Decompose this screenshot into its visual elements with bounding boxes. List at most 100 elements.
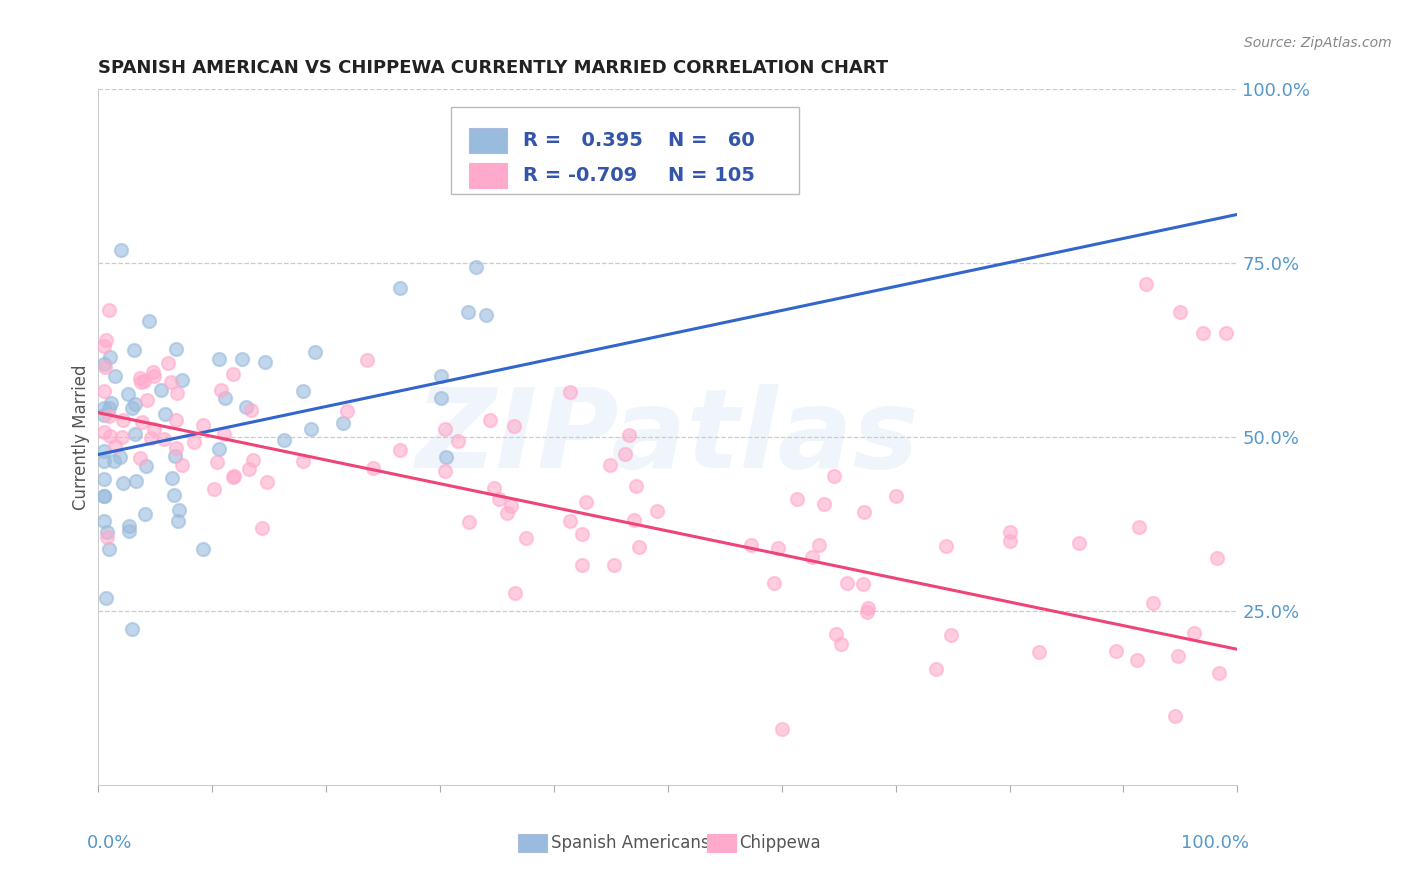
Point [155,407,177,421]
Point [222,470,245,484]
Point [1170,305,1192,319]
Point [111,430,134,444]
Point [801,549,824,564]
Point [208,351,231,366]
Point [488,492,510,507]
Point [135,459,157,474]
Point [142,422,165,436]
Point [361,461,384,475]
Point [433,464,456,478]
Point [807,537,830,551]
Point [231,351,253,366]
Point [214,427,236,442]
Point [740,538,762,552]
Point [925,662,948,676]
Point [134,508,156,522]
Point [108,450,131,464]
Point [93,357,115,371]
Point [110,243,132,257]
Point [613,447,636,461]
Text: ZIPatlas: ZIPatlas [416,384,920,491]
Point [495,506,517,520]
FancyBboxPatch shape [707,834,737,853]
Point [162,488,184,502]
Point [1167,648,1189,663]
Point [157,355,180,369]
Point [118,519,141,533]
Point [160,471,183,485]
Point [770,723,793,737]
Point [125,474,148,488]
Point [465,260,488,274]
Point [619,427,641,442]
Point [1000,533,1022,548]
Point [457,304,479,318]
Point [193,418,215,433]
Point [132,374,155,388]
FancyBboxPatch shape [451,106,799,194]
Point [208,442,231,456]
Point [389,280,412,294]
Point [837,575,859,590]
Point [121,401,143,416]
Point [813,497,835,511]
Point [159,375,181,389]
Point [603,558,626,572]
Y-axis label: Currently Married: Currently Married [72,364,90,510]
Point [571,558,593,572]
Point [149,384,172,398]
Point [117,387,139,401]
Point [292,454,315,468]
Point [224,469,246,483]
Point [111,475,134,490]
Point [93,384,115,398]
Point [1215,326,1237,340]
Point [98,541,121,556]
Point [1028,645,1050,659]
Point [623,513,645,527]
Text: N =   60: N = 60 [668,131,755,150]
Point [93,489,115,503]
Point [645,504,668,518]
Point [558,385,581,400]
Point [429,391,451,405]
Point [118,524,141,539]
Point [165,412,187,426]
Text: R = -0.709: R = -0.709 [523,166,637,186]
Point [256,475,278,490]
Text: Chippewa: Chippewa [740,834,821,852]
Point [100,429,122,443]
Point [214,391,236,405]
Point [165,441,187,455]
FancyBboxPatch shape [468,163,508,188]
Point [253,355,276,369]
Point [93,408,115,422]
Text: 100.0%: 100.0% [1181,834,1249,852]
Point [152,432,174,446]
Point [1125,653,1147,667]
Point [855,605,877,619]
Point [515,532,537,546]
Point [98,303,121,318]
Point [575,494,598,508]
Point [142,365,165,379]
Point [238,461,260,475]
Point [93,444,115,458]
Point [763,575,786,590]
Text: R =   0.395: R = 0.395 [523,131,643,150]
Point [273,434,295,448]
Point [1208,665,1230,680]
Point [93,514,115,528]
Point [209,383,232,397]
Point [207,455,229,469]
Point [129,450,152,465]
Point [766,541,789,556]
Point [624,479,647,493]
Point [1182,626,1205,640]
Point [830,637,852,651]
Point [167,514,190,528]
Point [389,442,412,457]
Point [93,401,115,415]
Point [222,367,245,381]
Point [482,481,505,495]
